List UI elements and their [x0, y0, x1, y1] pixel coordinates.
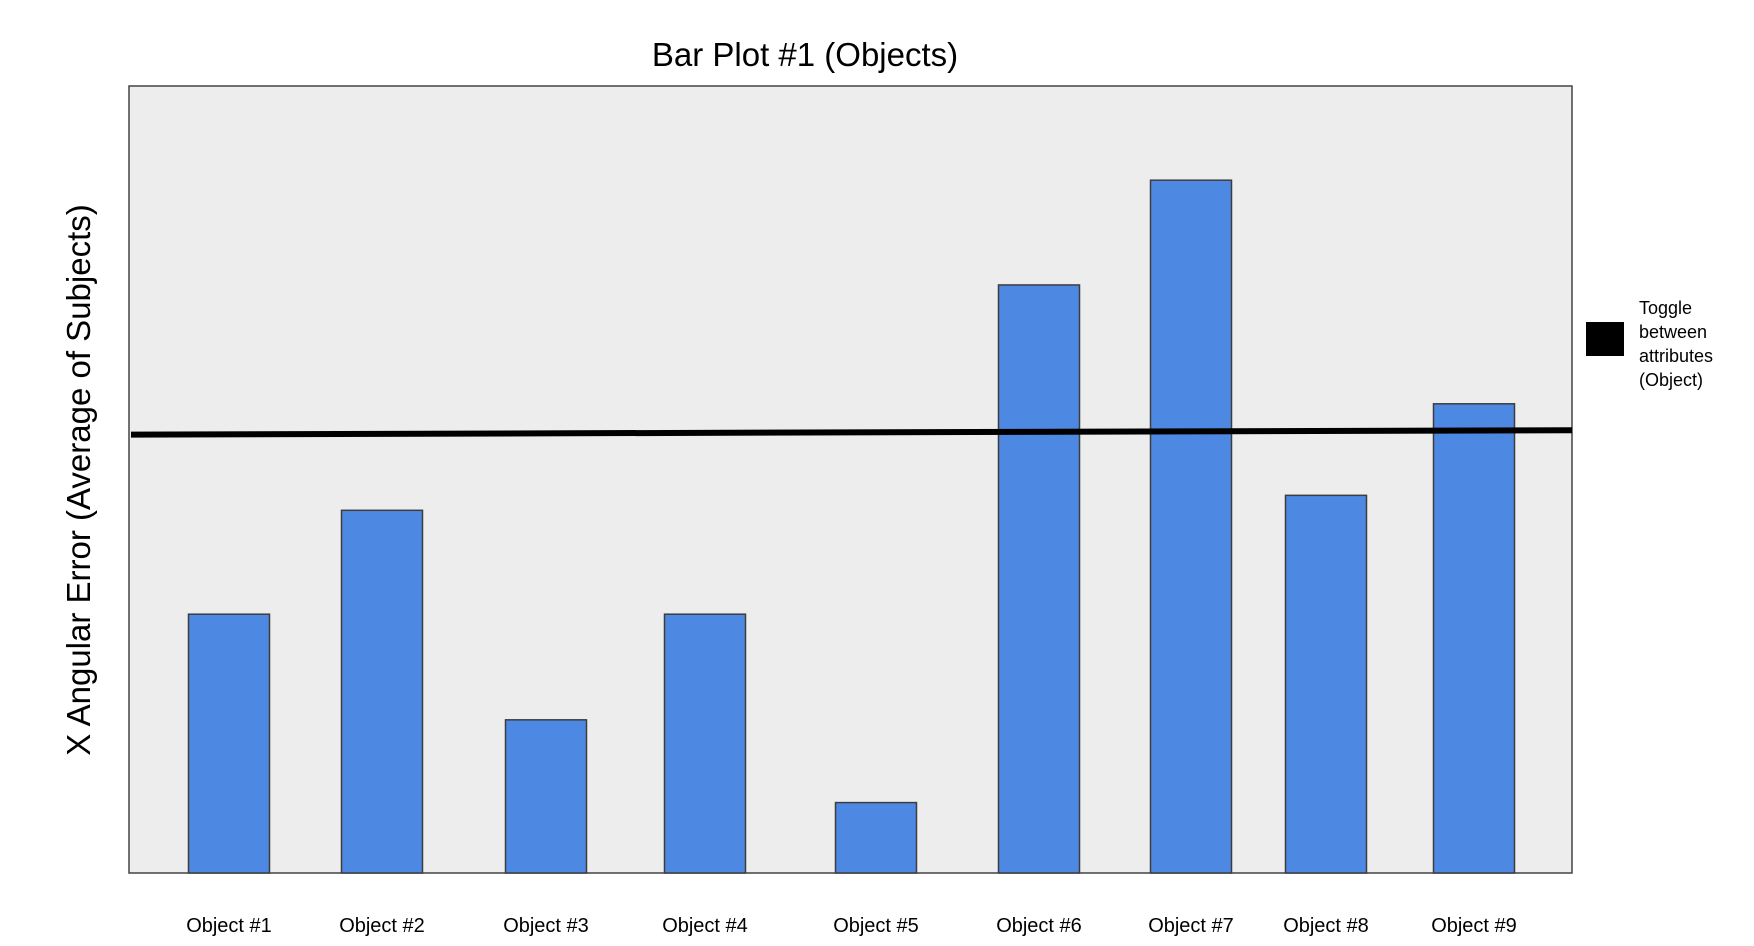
bar-4	[663, 613, 747, 874]
legend[interactable]: Toggle between attributes (Object)	[1586, 298, 1713, 390]
legend-label-line-4: (Object)	[1639, 370, 1703, 390]
x-tick-label-3: Object #3	[503, 915, 589, 937]
bar-1	[187, 613, 271, 874]
x-tick-label-9: Object #9	[1431, 915, 1517, 937]
x-tick-label-7: Object #7	[1148, 915, 1234, 937]
x-tick-label-8: Object #8	[1283, 915, 1369, 937]
bar-3	[504, 719, 588, 874]
x-tick-label-4: Object #4	[662, 915, 748, 937]
x-tick-label-6: Object #6	[996, 915, 1082, 937]
x-tick-label-1: Object #1	[186, 915, 272, 937]
legend-swatch[interactable]	[1586, 322, 1624, 356]
x-tick-label-2: Object #2	[339, 915, 425, 937]
bar-7	[1149, 179, 1233, 874]
chart-title: Bar Plot #1 (Objects)	[652, 36, 958, 73]
bars-group	[187, 179, 1516, 874]
y-axis-label: X Angular Error (Average of Subjects)	[60, 204, 97, 756]
legend-label-line-1: Toggle	[1639, 298, 1692, 318]
legend-label-line-2: between	[1639, 322, 1707, 342]
bar-5	[834, 801, 918, 874]
x-axis-tick-labels: Object #1 Object #2 Object #3 Object #4 Obje…	[186, 915, 1517, 937]
bar-6	[997, 284, 1081, 874]
bar-2	[340, 509, 424, 874]
average-line	[130, 427, 1573, 438]
x-tick-label-5: Object #5	[833, 915, 919, 937]
legend-label-line-3: attributes	[1639, 346, 1713, 366]
bar-9	[1432, 403, 1516, 874]
bar-8	[1284, 494, 1368, 874]
